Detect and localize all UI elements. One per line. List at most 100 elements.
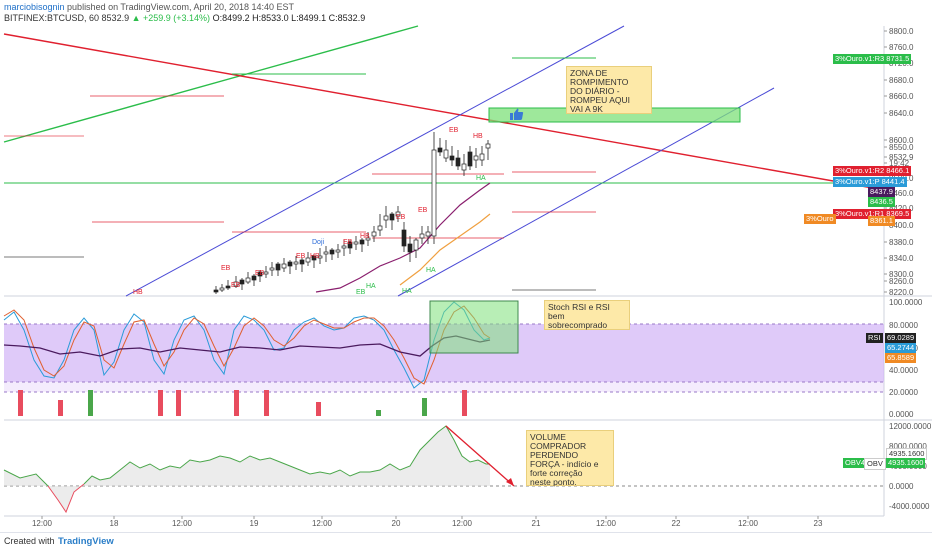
time-tick-label: 19 xyxy=(250,519,259,528)
candle-body xyxy=(263,271,269,275)
price-axis: 8800.08760.08720.08680.08660.08640.08600… xyxy=(884,27,914,297)
candle-body xyxy=(365,237,371,241)
stoch-k-value: 65.2744 xyxy=(885,343,917,353)
candle-body xyxy=(485,143,491,149)
candle-body xyxy=(323,251,329,255)
candle-body xyxy=(281,263,287,269)
obv-tick-label: -4000.0000 xyxy=(889,502,930,511)
price-tick-label: 8760.0 xyxy=(889,43,914,52)
tag-r3: 3%Ouro.v1:R3 8731.5 xyxy=(833,54,912,64)
price-tick-label: 8220.0 xyxy=(889,288,914,297)
svg-text:HA: HA xyxy=(476,175,486,182)
volume-note[interactable]: VOLUME COMPRADOR PERDENDO FORÇA - indíci… xyxy=(526,430,614,486)
svg-text:EB: EB xyxy=(356,289,366,296)
svg-text:HB: HB xyxy=(310,253,320,260)
tag-ma-purple: 8437.9 xyxy=(868,187,895,197)
obv-area xyxy=(4,426,490,512)
time-tick-label: 22 xyxy=(672,519,681,528)
footer: Created with TradingView xyxy=(0,532,932,551)
candle-body xyxy=(449,155,455,161)
candle-body xyxy=(419,233,425,239)
green-trendline[interactable] xyxy=(3,25,419,143)
time-tick-label: 20 xyxy=(392,519,401,528)
candle-body xyxy=(395,211,401,217)
price-tick-label: 8460.0 xyxy=(889,189,914,198)
svg-text:HA: HA xyxy=(366,283,376,290)
candle-body xyxy=(425,231,431,237)
symbol-info: BITFINEX:BTCUSD, 60 8532.9 ▲ +259.9 (+3.… xyxy=(4,13,365,23)
candle-body xyxy=(269,267,275,271)
candlesticks[interactable] xyxy=(213,132,491,294)
obv-tick-label: 0.0000 xyxy=(889,482,914,491)
candle-body xyxy=(413,239,419,251)
candle-body xyxy=(293,261,299,265)
time-tick-label: 12:00 xyxy=(312,519,333,528)
obv-label: OBV4 xyxy=(843,458,868,468)
symbol-label[interactable]: BITFINEX:BTCUSD, 60 xyxy=(4,13,100,23)
rsi-label: RSI xyxy=(866,333,883,343)
tradingview-logo[interactable]: TradingView xyxy=(58,536,114,547)
price-tick-label: 8300.0 xyxy=(889,270,914,279)
svg-text:EB: EB xyxy=(296,253,306,260)
price-tick-label: 8600.0 xyxy=(889,136,914,145)
overbought-highlight[interactable] xyxy=(429,300,519,354)
svg-text:EB: EB xyxy=(231,282,241,289)
candle-body xyxy=(275,263,281,271)
svg-text:EB: EB xyxy=(221,265,231,272)
time-axis: 12:00 18 12:00 19 12:00 20 12:00 21 12:00 22 12:00… xyxy=(32,516,823,528)
ma-orange xyxy=(399,213,491,286)
created-with: Created with xyxy=(4,536,55,546)
candle-body xyxy=(383,215,389,221)
candle-body xyxy=(225,285,231,289)
time-tick-label: 12:00 xyxy=(596,519,617,528)
tag-orange: 3%Ouro xyxy=(804,214,836,224)
rsi-tick-label: 100.0000 xyxy=(889,298,923,307)
rsi-tick-label: 80.0000 xyxy=(889,321,918,330)
candle-body xyxy=(407,243,413,253)
stoch-note[interactable]: Stoch RSI e RSI bem sobrecomprado xyxy=(544,300,630,330)
tag-p: 3%Ouro.v1:P 8441.4 xyxy=(833,177,907,187)
price-tick-label: 8680.0 xyxy=(889,76,914,85)
svg-text:HA: HA xyxy=(402,288,412,295)
author-link[interactable]: marciobisognin xyxy=(4,2,65,12)
candle-body xyxy=(329,249,335,255)
publish-info: marciobisognin published on TradingView.… xyxy=(4,2,294,12)
time-tick-label: 23 xyxy=(814,519,823,528)
price-change: ▲ +259.9 (+3.14%) xyxy=(131,13,211,23)
candle-body xyxy=(479,153,485,161)
candle-body xyxy=(219,287,225,291)
candle-body xyxy=(371,231,377,237)
candle-body xyxy=(305,257,311,263)
time-tick-label: 12:00 xyxy=(738,519,759,528)
candle-body xyxy=(335,249,341,253)
stoch-d-value: 65.8589 xyxy=(885,353,917,363)
candle-body xyxy=(389,213,395,221)
red-trendline[interactable] xyxy=(3,33,885,191)
candle-body xyxy=(245,277,251,283)
obv-tick-label: 8000.0000 xyxy=(889,442,927,451)
published-text: published on TradingView.com, April 20, … xyxy=(67,2,295,12)
candle-body xyxy=(239,279,245,285)
price-pane[interactable] xyxy=(4,26,884,296)
candle-body xyxy=(467,151,473,167)
pattern-labels: EB EB EB EB HB EB HB EB EB EB HB Doji HB… xyxy=(133,127,486,296)
price-tick-label: 8800.0 xyxy=(889,27,914,36)
chart-canvas[interactable]: EB EB EB EB HB EB HB EB EB EB HB Doji HB… xyxy=(0,0,932,532)
time-tick-label: 12:00 xyxy=(452,519,473,528)
candle-body xyxy=(311,255,317,261)
rsi-tick-label: 0.0000 xyxy=(889,410,914,419)
candle-body xyxy=(347,241,353,249)
tag-orange-value: 8361.1 xyxy=(868,216,895,226)
channel-lower[interactable] xyxy=(397,87,775,297)
ohlc-values: O:8499.2 H:8533.0 L:8499.1 C:8532.9 xyxy=(212,13,366,23)
candle-body xyxy=(431,149,437,237)
pivot-levels xyxy=(4,57,884,291)
svg-text:HA: HA xyxy=(426,267,436,274)
rsi-value: 69.0289 xyxy=(885,333,917,343)
obv-tick-label: 12000.0000 xyxy=(889,422,932,431)
obv-value: 4935.1600 xyxy=(886,458,926,468)
obv-label-2: OBV xyxy=(864,458,886,470)
stoch-k-line xyxy=(3,301,491,389)
channel-upper[interactable] xyxy=(125,25,625,297)
breakout-note[interactable]: ZONA DE ROMPIMENTO DO DIÁRIO - ROMPEU AQ… xyxy=(566,66,652,114)
